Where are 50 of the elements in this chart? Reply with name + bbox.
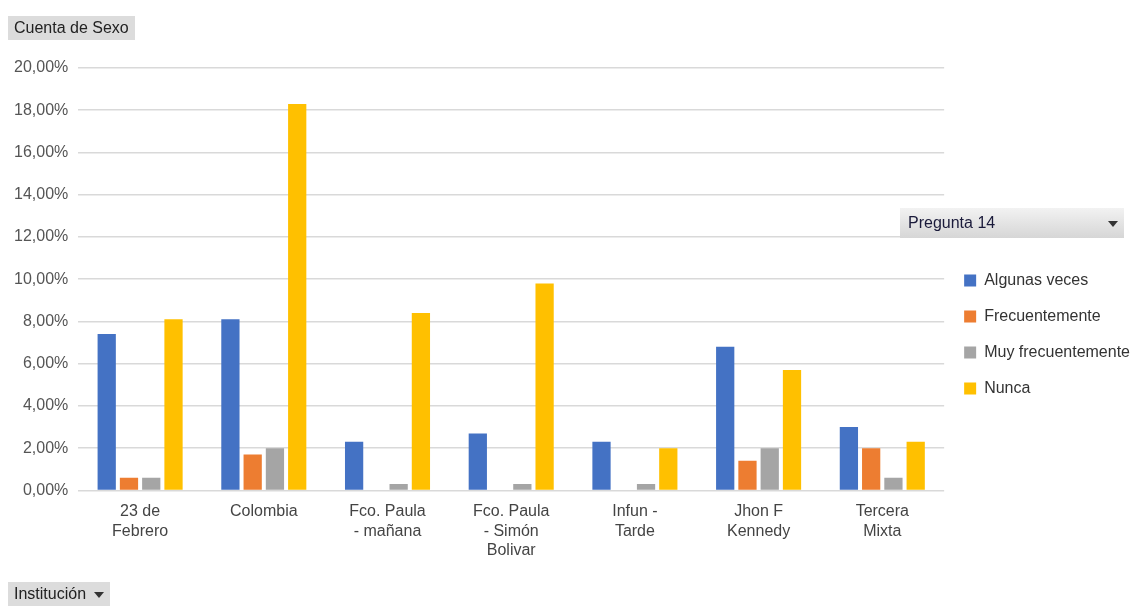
x-tick-label: 23 de Febrero bbox=[112, 502, 169, 539]
y-tick-label: 2,00% bbox=[22, 438, 69, 456]
x-tick-label: Infun - Tarde bbox=[612, 502, 658, 539]
legend-title: Pregunta 14 bbox=[908, 214, 996, 231]
y-tick-label: 14,00% bbox=[14, 185, 69, 203]
bar bbox=[760, 448, 779, 490]
legend-label: Nunca bbox=[984, 379, 1031, 397]
bar bbox=[221, 319, 240, 490]
x-tick-label: Tercera Mixta bbox=[855, 502, 910, 539]
chart-title: Cuenta de Sexo bbox=[8, 16, 135, 40]
bar bbox=[659, 448, 678, 490]
y-tick-label: 18,00% bbox=[14, 100, 69, 118]
bar bbox=[389, 484, 408, 490]
bar bbox=[97, 334, 116, 490]
bar bbox=[288, 103, 307, 490]
x-tick-label: Jhon F Kennedy bbox=[727, 502, 791, 539]
bar bbox=[265, 448, 285, 490]
legend-label: Algunas veces bbox=[984, 271, 1089, 289]
y-tick-label: 6,00% bbox=[22, 354, 69, 372]
bar bbox=[636, 484, 656, 490]
x-tick-label: Fco. Paula - mañana bbox=[349, 502, 426, 539]
bar bbox=[839, 427, 859, 490]
legend-label: Muy frecuentemente bbox=[984, 343, 1131, 361]
bar bbox=[862, 448, 881, 490]
bar bbox=[344, 441, 364, 490]
bar bbox=[592, 441, 611, 490]
y-tick-label: 8,00% bbox=[22, 311, 69, 329]
bar bbox=[716, 346, 735, 490]
bar bbox=[119, 477, 139, 490]
legend-label: Frecuentemente bbox=[984, 307, 1101, 325]
y-tick-label: 0,00% bbox=[22, 480, 69, 498]
bar bbox=[513, 484, 532, 490]
bar bbox=[243, 454, 262, 490]
bar bbox=[142, 477, 161, 490]
bar bbox=[738, 460, 757, 490]
y-tick-label: 12,00% bbox=[14, 227, 69, 245]
bar bbox=[782, 370, 802, 490]
x-tick-label: Fco. Paula - Simón Bolivar bbox=[472, 502, 550, 558]
bar bbox=[411, 312, 431, 490]
y-tick-label: 4,00% bbox=[22, 396, 69, 414]
x-axis-title: Institución bbox=[14, 585, 87, 602]
y-tick-label: 16,00% bbox=[14, 142, 69, 160]
bar bbox=[468, 433, 487, 490]
bar bbox=[535, 283, 554, 490]
x-tick-label: Colombia bbox=[230, 502, 298, 520]
bar bbox=[884, 477, 903, 490]
y-tick-label: 10,00% bbox=[14, 269, 69, 287]
y-tick-label: 20,00% bbox=[14, 58, 69, 76]
bar bbox=[906, 441, 925, 490]
bar bbox=[164, 319, 183, 490]
